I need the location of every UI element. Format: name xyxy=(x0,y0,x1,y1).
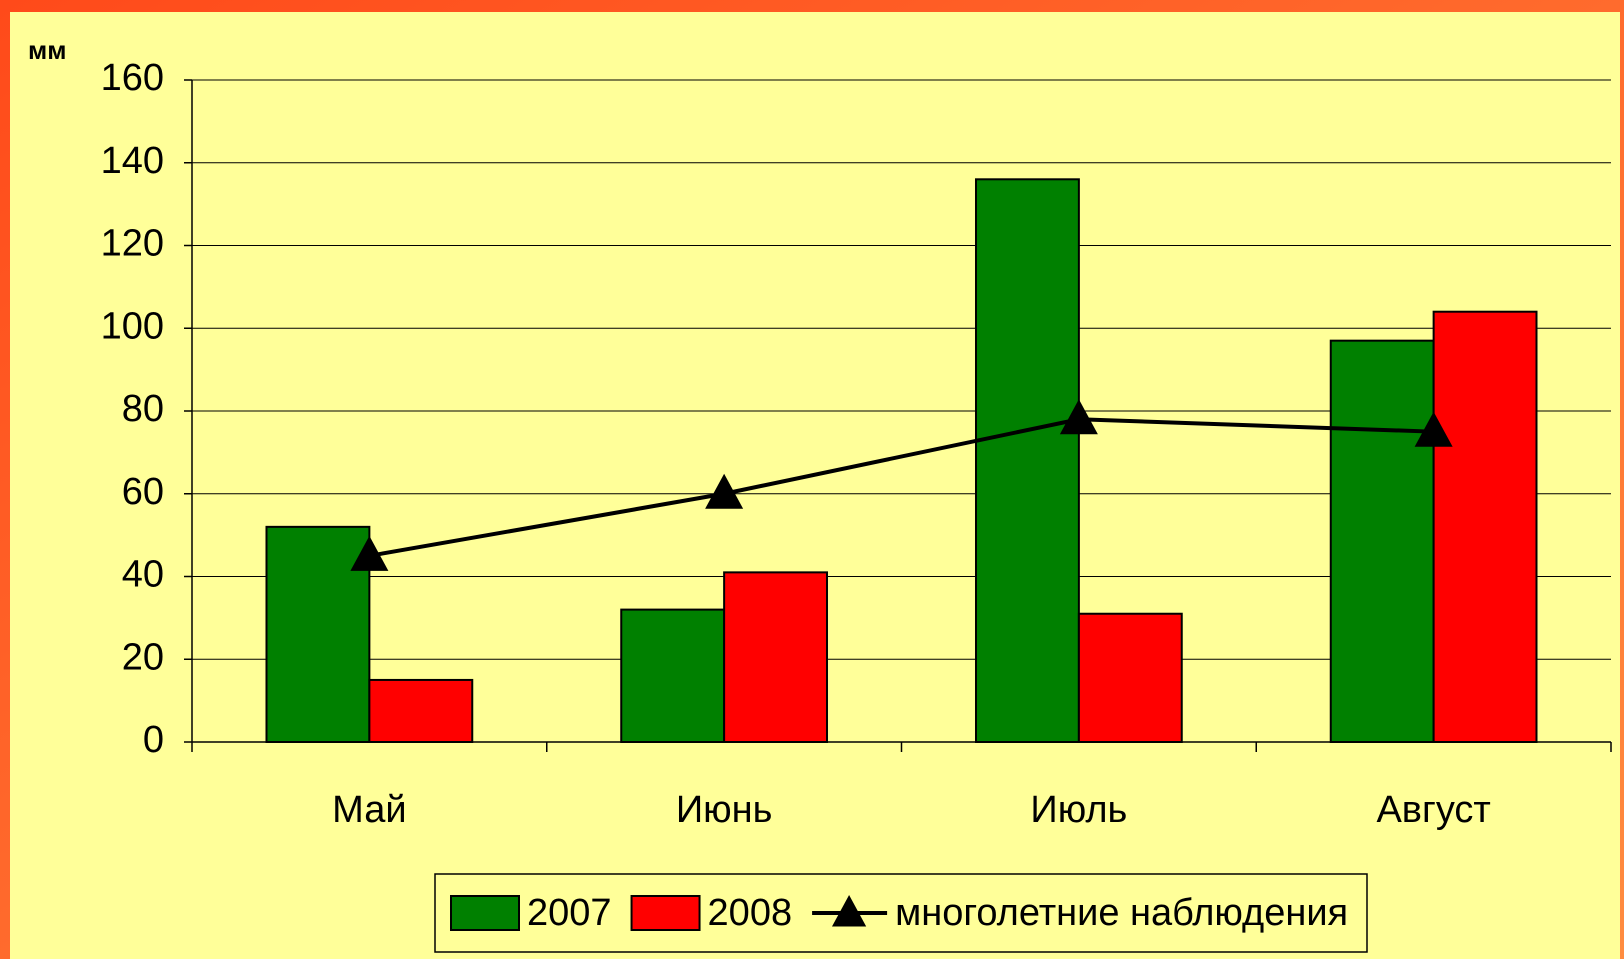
line-marker xyxy=(705,473,744,509)
y-tick-label: 20 xyxy=(122,636,164,678)
y-tick-label: 120 xyxy=(101,223,164,265)
y-tick-label: 40 xyxy=(122,554,164,596)
legend-swatch xyxy=(450,895,520,931)
y-tick-label: 140 xyxy=(101,140,164,182)
bar xyxy=(1329,339,1435,743)
x-tick-label: Август xyxy=(1376,789,1490,831)
y-tick-label: 60 xyxy=(122,471,164,513)
legend-swatch xyxy=(630,895,701,931)
bar xyxy=(265,525,371,743)
bar xyxy=(620,608,726,743)
y-tick-label: 100 xyxy=(101,305,164,347)
legend-label: многолетние наблюдения xyxy=(895,892,1348,934)
bar xyxy=(1077,612,1183,743)
legend-swatch xyxy=(831,895,867,927)
line-marker xyxy=(350,535,389,571)
x-tick-label: Май xyxy=(332,789,406,831)
line-marker xyxy=(1059,399,1098,435)
y-axis-label: мм xyxy=(28,35,66,65)
bar xyxy=(1432,310,1538,743)
y-tick-label: 80 xyxy=(122,388,164,430)
bar xyxy=(368,678,474,743)
x-tick-label: Июль xyxy=(1030,789,1127,831)
y-tick-label: 160 xyxy=(101,57,164,99)
line-marker xyxy=(1414,411,1453,447)
legend xyxy=(434,873,1368,953)
x-tick-label: Июнь xyxy=(676,789,773,831)
legend-label: 2007 xyxy=(527,892,612,934)
y-tick-label: 0 xyxy=(143,719,164,761)
legend-label: 2008 xyxy=(708,892,793,934)
bar xyxy=(974,178,1080,744)
bar xyxy=(723,571,829,743)
line-series xyxy=(369,417,1434,558)
